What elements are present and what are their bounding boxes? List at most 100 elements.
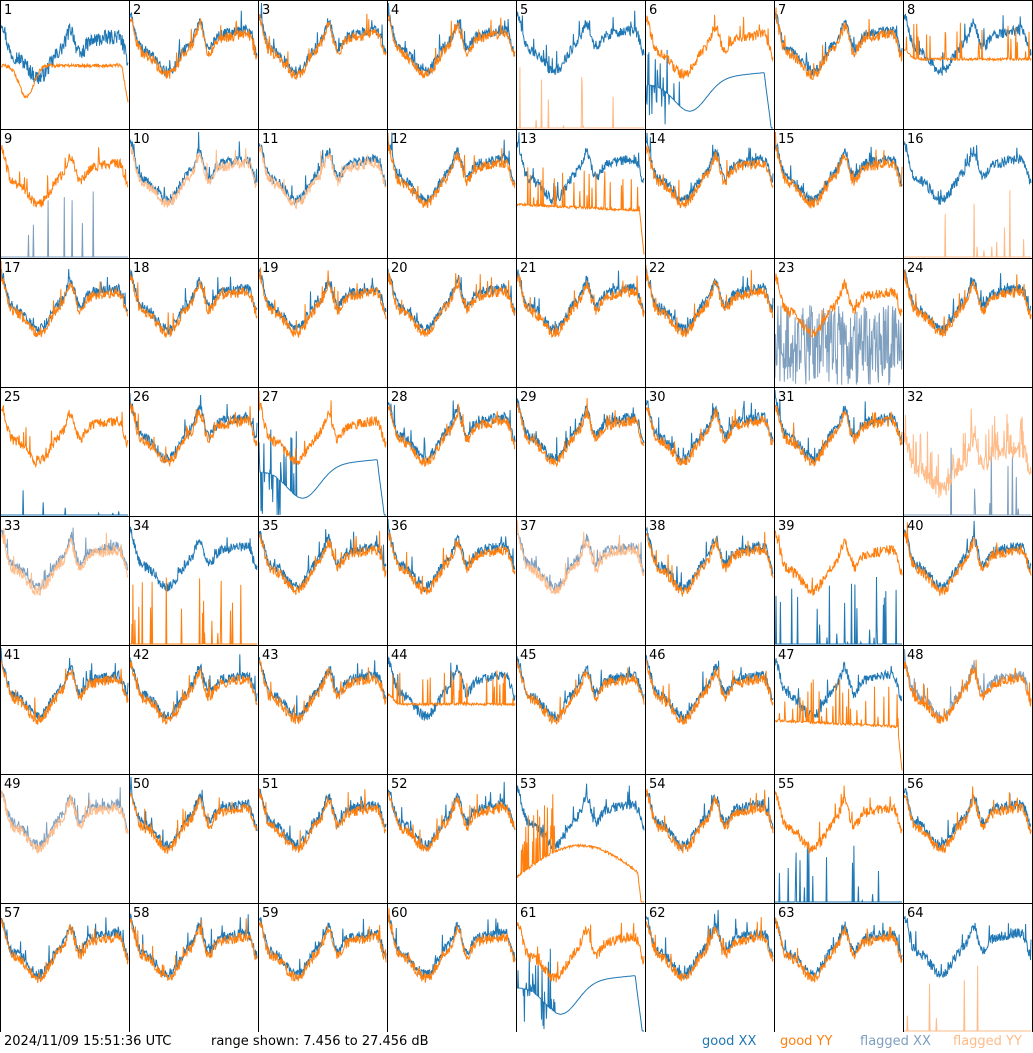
tile-34-xx-line [129,526,258,592]
tile-5-label: 5 [520,3,528,18]
tile-39-xx-line [775,576,902,645]
tile-59-xx-line [258,916,387,980]
tile-30-frame [645,387,775,517]
tile-41-label: 41 [4,648,21,663]
tile-13: 13 [516,129,646,259]
tile-31-yy-line [774,404,903,467]
tile-27-xx-line [258,429,386,516]
tile-58-xx-line [129,913,258,979]
tile-63-label: 63 [778,906,795,921]
tile-45: 45 [516,645,646,775]
tile-53: 53 [516,774,646,904]
tile-55-frame [774,774,904,904]
tile-45-label: 45 [520,648,537,663]
tile-50: 50 [129,774,259,904]
tile-22-yy-line [645,264,774,338]
tile-14: 14 [645,129,775,259]
tile-59-label: 59 [262,906,279,921]
tile-58-yy-line [129,918,258,981]
tile-10-label: 10 [133,132,150,147]
tile-38-frame [645,516,775,646]
tile-15-frame [774,129,904,259]
tile-28-label: 28 [391,390,408,405]
tile-2-label: 2 [133,3,141,18]
tile-16-frame [903,129,1033,259]
tile-19-frame [258,258,388,388]
tile-37-frame [516,516,646,646]
tile-63: 63 [774,903,904,1032]
tile-27-label: 27 [262,390,279,405]
tile-56-label: 56 [907,777,924,792]
tile-44-yy-line [387,670,516,707]
range-label: range shown: 7.456 to 27.456 dB [211,1034,429,1049]
tile-40-frame [903,516,1033,646]
tile-11-frame [258,129,388,259]
legend-flagged-yy: flagged YY [953,1034,1022,1049]
tile-60-frame [387,903,517,1032]
tile-51-label: 51 [262,777,279,792]
tile-47-label: 47 [778,648,795,663]
tile-58: 58 [129,903,259,1032]
tile-61: 61 [516,903,646,1032]
tile-59: 59 [258,903,388,1032]
tile-45-yy-line [516,659,645,726]
tile-13-frame [516,129,646,259]
tile-7-yy-line [774,7,903,81]
tile-29-frame [516,387,646,517]
tile-22-xx-line [645,268,774,334]
tile-56-xx-line [903,788,1032,849]
tile-56-frame [903,774,1033,904]
tile-63-frame [774,903,904,1032]
tile-56-yy-line [903,786,1032,853]
tile-31: 31 [774,387,904,517]
footer: 2024/11/09 15:51:36 UTC range shown: 7.4… [0,1032,1033,1053]
tile-34-frame [129,516,259,646]
tile-50-label: 50 [133,777,150,792]
tile-44: 44 [387,645,517,775]
tile-33-frame [0,516,130,646]
tile-16: 16 [903,129,1033,259]
tile-29-xx-line [516,398,645,463]
tile-64-yy-line [904,965,1031,1032]
tile-8-label: 8 [907,3,915,18]
tile-17-label: 17 [4,261,21,276]
tile-47-yy-line [774,679,903,771]
tile-15: 15 [774,129,904,259]
tile-3-frame [258,0,388,130]
tile-37: 37 [516,516,646,646]
tile-27: 27 [258,387,388,517]
tile-16-yy-line [904,190,1031,258]
tile-59-yy-line [258,921,387,982]
tile-56: 56 [903,774,1033,904]
tile-36-xx-line [387,518,516,593]
tile-6: 6 [645,0,775,130]
tile-55-xx-line [775,844,902,903]
tile-46-yy-line [645,659,774,725]
tile-9: 9 [0,129,130,259]
tile-8-frame [903,0,1033,130]
tile-62-label: 62 [649,906,666,921]
tile-1-yy-line [0,62,129,103]
tile-41-yy-line [0,660,129,725]
tile-55-label: 55 [778,777,795,792]
tile-28-frame [387,387,517,517]
tile-44-frame [387,645,517,775]
tile-12-frame [387,129,517,259]
tile-48-yy-line [903,659,1032,724]
tile-37-xx-line [516,530,645,594]
tile-34: 34 [129,516,259,646]
tile-9-yy-line [0,145,129,208]
tile-39: 39 [774,516,904,646]
tile-36-label: 36 [391,519,408,534]
tile-57-label: 57 [4,906,21,921]
tile-3: 3 [258,0,388,130]
tile-29-yy-line [516,398,645,468]
tile-1-label: 1 [4,3,12,18]
legend-flagged-xx: flagged XX [860,1034,931,1049]
tile-28: 28 [387,387,517,517]
tile-34-yy-line [130,577,257,645]
tile-21-frame [516,258,646,388]
tile-11-label: 11 [262,132,279,147]
tile-30-label: 30 [649,390,666,405]
tile-4: 4 [387,0,517,130]
